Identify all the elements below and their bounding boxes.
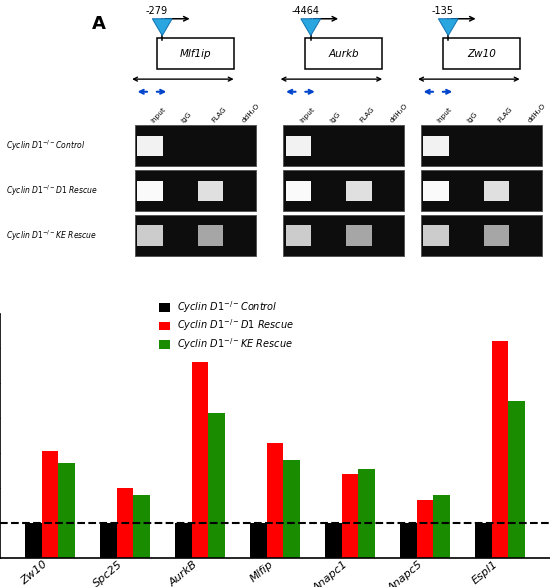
Text: FLAG: FLAG bbox=[210, 106, 227, 124]
Bar bbox=[285, 181, 311, 201]
Bar bbox=[421, 215, 542, 256]
Text: A: A bbox=[92, 15, 106, 32]
Text: $\it{Cyclin\ D1^{-/-}Control}$: $\it{Cyclin\ D1^{-/-}Control}$ bbox=[6, 139, 85, 153]
Text: -135: -135 bbox=[432, 6, 454, 16]
Polygon shape bbox=[301, 19, 321, 36]
Bar bbox=[423, 181, 449, 201]
Bar bbox=[509, 401, 525, 558]
Text: ddH₂O: ddH₂O bbox=[389, 103, 409, 124]
Bar bbox=[346, 181, 372, 201]
Bar bbox=[175, 523, 191, 558]
Bar bbox=[250, 523, 267, 558]
Bar bbox=[135, 170, 256, 211]
Bar bbox=[423, 136, 449, 156]
FancyBboxPatch shape bbox=[443, 38, 520, 69]
Text: $\it{Cyclin\ D1^{-/-}D1\ Rescue}$: $\it{Cyclin\ D1^{-/-}D1\ Rescue}$ bbox=[6, 184, 97, 198]
Bar bbox=[197, 225, 223, 246]
Bar bbox=[492, 342, 509, 558]
Bar bbox=[400, 523, 417, 558]
Bar bbox=[285, 136, 311, 156]
Bar bbox=[483, 225, 509, 246]
Text: Aurkb: Aurkb bbox=[328, 49, 359, 59]
Bar bbox=[421, 126, 542, 166]
Bar bbox=[208, 413, 225, 558]
Bar bbox=[137, 225, 163, 246]
FancyBboxPatch shape bbox=[305, 38, 382, 69]
Legend: $\it{Cyclin\ D1^{-/-}Control}$, $\it{Cyclin\ D1^{-/-}D1\ Rescue}$, $\it{Cyclin\ : $\it{Cyclin\ D1^{-/-}Control}$, $\it{Cyc… bbox=[159, 299, 294, 352]
Bar bbox=[283, 215, 404, 256]
FancyBboxPatch shape bbox=[157, 38, 234, 69]
Bar bbox=[41, 451, 58, 558]
Text: Input: Input bbox=[298, 106, 315, 124]
Bar bbox=[137, 136, 163, 156]
Text: IgG: IgG bbox=[466, 111, 479, 124]
Bar bbox=[417, 500, 433, 558]
Text: Mlf1ip: Mlf1ip bbox=[179, 49, 211, 59]
Bar bbox=[346, 225, 372, 246]
Bar bbox=[285, 225, 311, 246]
Bar bbox=[197, 181, 223, 201]
Bar bbox=[133, 495, 150, 558]
Bar bbox=[117, 488, 133, 558]
Bar bbox=[421, 170, 542, 211]
Text: ddH₂O: ddH₂O bbox=[527, 103, 547, 124]
Bar bbox=[25, 523, 41, 558]
Polygon shape bbox=[152, 19, 172, 36]
Text: Zw10: Zw10 bbox=[467, 49, 496, 59]
Bar bbox=[283, 460, 300, 558]
Text: -279: -279 bbox=[146, 6, 168, 16]
Bar bbox=[267, 443, 283, 558]
Text: Input: Input bbox=[150, 106, 167, 124]
Text: IgG: IgG bbox=[180, 111, 193, 124]
Bar bbox=[283, 170, 404, 211]
Text: ddH₂O: ddH₂O bbox=[241, 103, 261, 124]
Text: -4464: -4464 bbox=[292, 6, 319, 16]
Bar bbox=[359, 468, 375, 558]
Bar bbox=[58, 464, 75, 558]
Text: Input: Input bbox=[436, 106, 453, 124]
Text: FLAG: FLAG bbox=[497, 106, 513, 124]
Bar bbox=[325, 523, 342, 558]
Bar bbox=[483, 181, 509, 201]
Bar bbox=[100, 523, 117, 558]
Text: $\it{Cyclin\ D1^{-/-}KE\ Rescue}$: $\it{Cyclin\ D1^{-/-}KE\ Rescue}$ bbox=[6, 228, 97, 243]
Bar bbox=[283, 126, 404, 166]
Bar bbox=[135, 215, 256, 256]
Bar bbox=[475, 523, 492, 558]
Bar bbox=[423, 225, 449, 246]
Bar bbox=[342, 474, 359, 558]
Text: IgG: IgG bbox=[329, 111, 342, 124]
Bar bbox=[191, 362, 208, 558]
Bar bbox=[135, 126, 256, 166]
Text: FLAG: FLAG bbox=[359, 106, 376, 124]
Bar bbox=[137, 181, 163, 201]
Polygon shape bbox=[438, 19, 458, 36]
Bar bbox=[433, 495, 450, 558]
